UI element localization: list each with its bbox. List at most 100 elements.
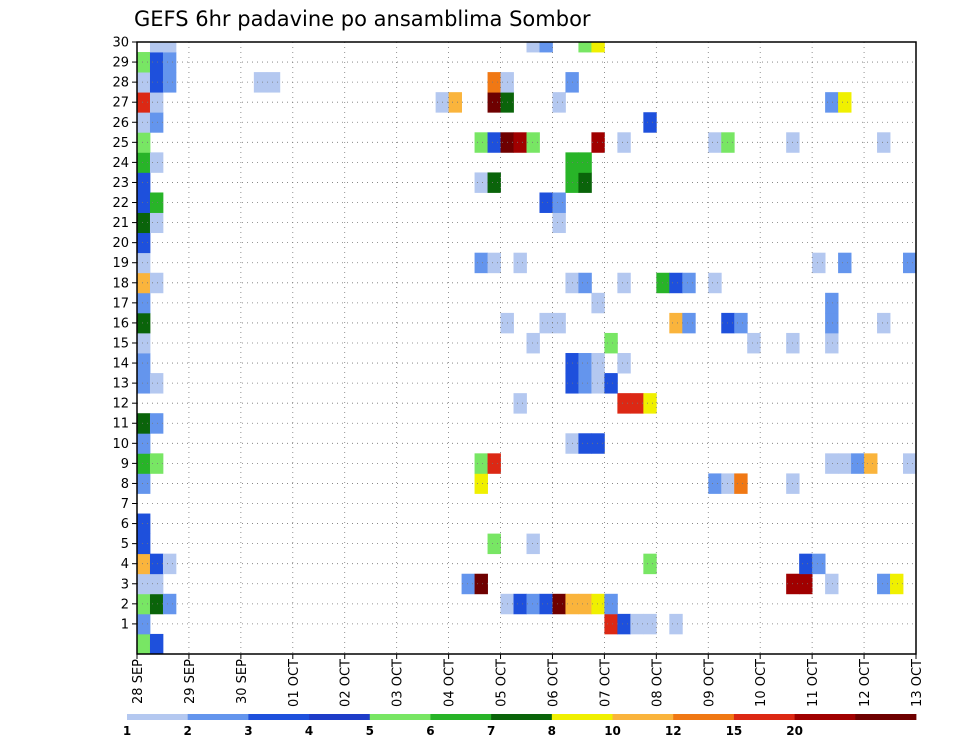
y-tick-label: 18 [112, 276, 129, 291]
colorbar-label: 20 [786, 724, 803, 738]
colorbar-label: 6 [426, 724, 434, 738]
y-tick-label: 25 [112, 136, 129, 151]
x-tick-label: 11 OCT [806, 659, 821, 707]
y-tick-label: 6 [121, 517, 129, 532]
heatmap-cell [747, 332, 761, 354]
heatmap-cell [526, 332, 540, 354]
heatmap-cell [513, 252, 527, 274]
heatmap-cell [799, 553, 813, 575]
y-tick-label: 7 [121, 497, 129, 512]
x-tick-label: 29 SEP [183, 659, 198, 704]
x-tick-label: 13 OCT [910, 659, 925, 707]
heatmap-cell [838, 252, 852, 274]
heatmap-cell [149, 373, 164, 394]
heatmap-cell [838, 453, 852, 474]
x-tick-label: 04 OCT [443, 659, 458, 707]
colorbar-swatch [491, 714, 553, 720]
heatmap-cell [825, 292, 839, 314]
heatmap-cell [526, 132, 540, 153]
x-axis-ticks: 28 SEP 29 SEP 30 SEP 01 OCT 02 OCT 03 OCT 04 O… [131, 654, 925, 707]
heatmap-cell [162, 553, 177, 575]
heatmap-cell [890, 573, 904, 595]
x-tick-label: 08 OCT [650, 659, 665, 707]
heatmap-cell [708, 132, 722, 153]
colorbar-label: 2 [184, 724, 192, 738]
heatmap-cell [682, 272, 696, 294]
colorbar-swatch [187, 714, 249, 720]
y-tick-label: 24 [112, 156, 129, 171]
heatmap-cell [162, 593, 177, 615]
colorbar: 1 2 3 4 5 6 7 8 10 12 15 20 [123, 714, 917, 738]
heatmap-cell [552, 593, 566, 615]
heatmap-cell [578, 152, 592, 173]
heatmap-cell [474, 252, 488, 274]
heatmap-cell [513, 132, 527, 153]
x-tick-label: 30 SEP [235, 659, 250, 704]
x-tick-label: 10 OCT [754, 659, 769, 707]
heatmap-cell [552, 192, 566, 213]
heatmap-cell [591, 433, 605, 454]
heatmap-cell [526, 533, 540, 555]
heatmap-cell [149, 152, 164, 173]
heatmap-cell [539, 312, 553, 334]
x-tick-label: 12 OCT [858, 659, 873, 707]
y-tick-label: 20 [112, 236, 129, 251]
heatmap-cell [137, 533, 151, 555]
y-tick-label: 22 [112, 196, 129, 211]
heatmap-cell [669, 613, 683, 635]
heatmap-cell [578, 172, 592, 193]
heatmap-cell [617, 613, 631, 635]
heatmap-cell [137, 72, 151, 93]
heatmap-cell [669, 312, 683, 334]
heatmap-cell [591, 353, 605, 374]
x-tick-label: 03 OCT [391, 659, 406, 707]
heatmap-cell [149, 72, 164, 93]
heatmap-cell [162, 42, 177, 53]
heatmap-cell [617, 353, 631, 374]
heatmap-cell [825, 573, 839, 595]
colorbar-label: 10 [604, 724, 621, 738]
heatmap-cell [812, 553, 826, 575]
heatmap-cell [643, 613, 657, 635]
y-tick-label: 26 [112, 116, 129, 131]
heatmap-cell [864, 453, 878, 474]
heatmap-cell [137, 192, 151, 213]
heatmap-cell [591, 593, 605, 615]
heatmap-cell [137, 312, 151, 334]
y-axis-ticks: 1234567891011121314151617181920212223242… [112, 36, 137, 632]
y-tick-label: 14 [112, 357, 129, 372]
heatmap-cell [137, 513, 151, 535]
heatmap-cell [708, 272, 722, 294]
heatmap-cell [734, 312, 748, 334]
y-tick-label: 2 [121, 597, 129, 612]
chart-title: GEFS 6hr padavine po ansamblima Sombor [134, 7, 591, 31]
heatmap-cell [669, 272, 683, 294]
heatmap-cell [539, 192, 553, 213]
heatmap-cell [578, 42, 592, 53]
heatmap-cell [734, 473, 748, 494]
heatmap-cell [604, 613, 618, 635]
heatmap-cell [149, 42, 164, 53]
colorbar-swatch [612, 714, 674, 720]
y-tick-label: 1 [121, 617, 129, 632]
heatmap-cell [149, 112, 164, 133]
heatmap-cell [799, 573, 813, 595]
heatmap-cell [578, 353, 592, 374]
heatmap-cell [487, 453, 501, 474]
heatmap-cell [474, 453, 488, 474]
colorbar-swatch [248, 714, 310, 720]
y-tick-label: 12 [112, 397, 129, 412]
heatmap-cell [137, 152, 151, 173]
y-tick-label: 3 [121, 577, 129, 592]
heatmap-cell [825, 332, 839, 354]
heatmap-cell [552, 212, 566, 234]
heatmap-cell [149, 573, 164, 595]
heatmap-cell [137, 573, 151, 595]
heatmap-cell [617, 132, 631, 153]
heatmap-cell [137, 373, 151, 394]
colorbar-label: 5 [366, 724, 374, 738]
heatmap-cell [812, 252, 826, 274]
heatmap-cell [149, 593, 164, 615]
colorbar-label: 7 [487, 724, 495, 738]
